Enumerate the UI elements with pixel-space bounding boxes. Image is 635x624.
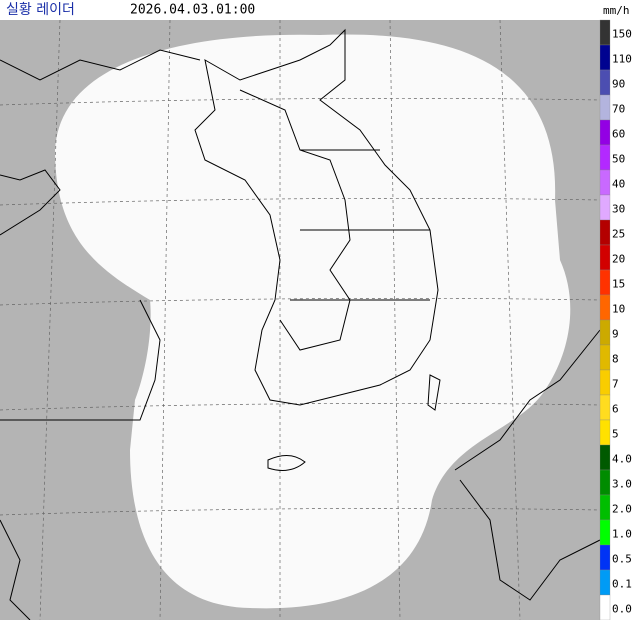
scale-label: 10 xyxy=(612,303,625,316)
scale-swatch xyxy=(599,519,611,546)
radar-coverage xyxy=(55,34,571,609)
scale-swatch xyxy=(599,294,611,321)
scale-swatch xyxy=(599,419,611,446)
scale-swatch xyxy=(599,219,611,246)
title: 실황 레이더 xyxy=(6,2,75,18)
scale-label: 150 xyxy=(612,28,632,41)
scale-label: 60 xyxy=(612,128,625,141)
scale-swatch xyxy=(599,19,611,46)
scale-label: 70 xyxy=(612,103,625,116)
scale-swatch xyxy=(599,94,611,121)
timestamp: 2026.04.03.01:00 xyxy=(130,3,255,18)
scale-swatch xyxy=(599,369,611,396)
scale-swatch xyxy=(599,544,611,571)
color-scale: 150 110 90 70 60 50 40 30 25 20 15 10 9 8 7 6 5 4.0 3.0 2.0… xyxy=(599,19,632,621)
scale-label: 3.0 xyxy=(612,478,632,491)
scale-label: 9 xyxy=(612,328,619,341)
coastlines xyxy=(0,28,601,621)
scale-swatch xyxy=(599,69,611,96)
scale-swatch xyxy=(599,44,611,71)
scale-label: 25 xyxy=(612,228,625,241)
scale-label: 6 xyxy=(612,403,619,416)
scale-swatch xyxy=(599,469,611,496)
scale-label: 8 xyxy=(612,353,619,366)
scale-label: 0.0 xyxy=(612,603,632,616)
scale-swatch xyxy=(599,594,611,621)
scale-swatch xyxy=(599,144,611,171)
scale-label: 30 xyxy=(612,203,625,216)
scale-label: 7 xyxy=(612,378,619,391)
scale-label: 2.0 xyxy=(612,503,632,516)
scale-swatch xyxy=(599,169,611,196)
scale-swatch xyxy=(599,119,611,146)
map xyxy=(0,19,601,621)
scale-swatch xyxy=(599,344,611,371)
scale-label: 50 xyxy=(612,153,625,166)
scale-label: 5 xyxy=(612,428,619,441)
scale-swatch xyxy=(599,244,611,271)
scale-swatch xyxy=(599,319,611,346)
scale-label: 1.0 xyxy=(612,528,632,541)
scale-label: 4.0 xyxy=(612,453,632,466)
scale-label: 20 xyxy=(612,253,625,266)
scale-swatch xyxy=(599,494,611,521)
unit: mm/h xyxy=(603,4,630,17)
scale-swatch xyxy=(599,444,611,471)
scale-label: 110 xyxy=(612,53,632,66)
scale-label: 40 xyxy=(612,178,625,191)
scale-swatch xyxy=(599,269,611,296)
scale-label: 15 xyxy=(612,278,625,291)
scale-swatch xyxy=(599,394,611,421)
scale-swatch xyxy=(599,194,611,221)
scale-label: 90 xyxy=(612,78,625,91)
scale-swatch xyxy=(599,569,611,596)
scale-label: 0.1 xyxy=(612,578,632,591)
scale-label: 0.5 xyxy=(612,553,632,566)
